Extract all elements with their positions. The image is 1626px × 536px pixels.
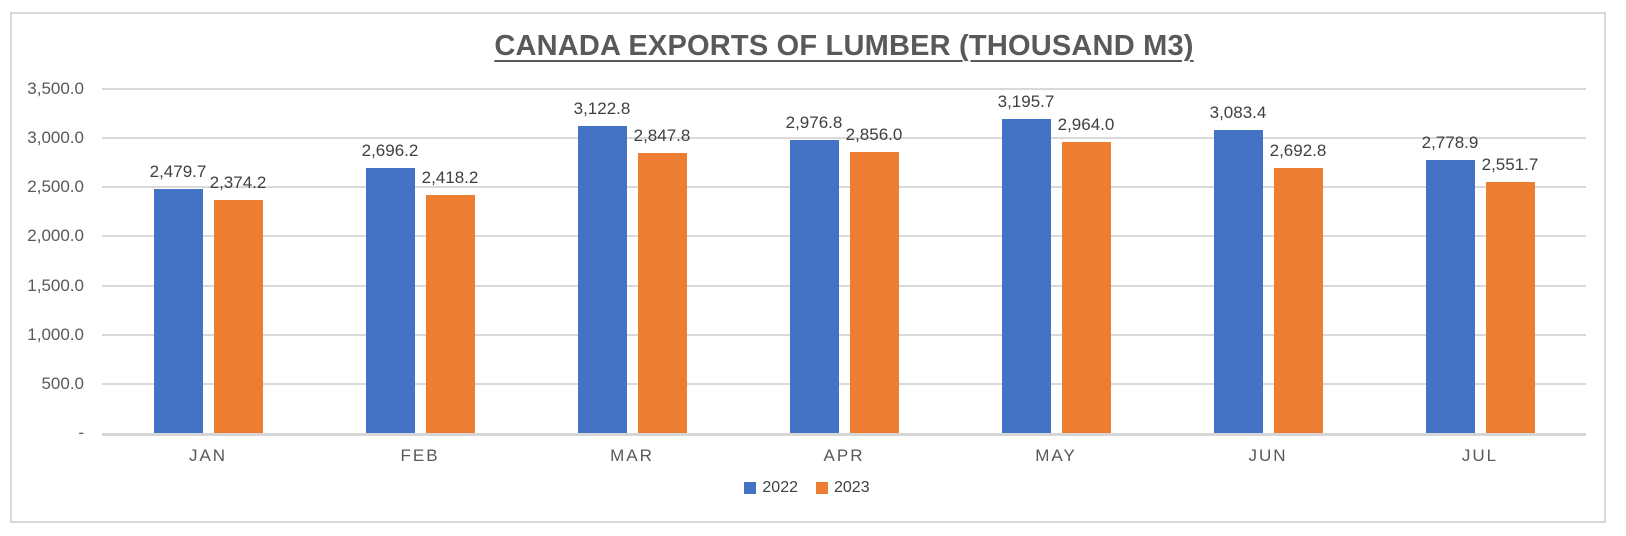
gridline — [102, 186, 1586, 189]
bar-2023-feb — [425, 195, 475, 433]
bar-2022-jan — [153, 189, 203, 433]
bar-2022-may — [1001, 118, 1051, 433]
legend-swatch-2022-icon — [744, 482, 757, 494]
value-label-2022-feb: 2,696.2 — [361, 141, 419, 160]
gridline — [102, 235, 1586, 238]
gridline — [102, 382, 1586, 385]
legend-swatch-2023-icon — [816, 482, 828, 494]
x-category-label-jan: JAN — [188, 446, 228, 465]
legend-item-2022: 2022 — [744, 479, 798, 497]
legend-label-2023: 2023 — [834, 479, 870, 496]
value-label-2022-mar: 3,122.8 — [573, 99, 631, 119]
value-label-2023-may: 2,964.0 — [1057, 114, 1115, 134]
x-axis-line — [102, 433, 1586, 436]
bar-2023-jan — [213, 199, 263, 433]
bar-2023-jul — [1485, 182, 1535, 433]
y-axis-tick-label: 1,000.0 — [27, 324, 84, 344]
bar-2023-mar — [637, 153, 687, 433]
bar-2023-may — [1061, 141, 1111, 433]
gridline — [102, 284, 1586, 287]
x-category-label-mar: MAR — [610, 446, 654, 465]
value-label-2022-apr: 2,976.8 — [785, 113, 843, 133]
x-category-label-jun: JUN — [1248, 446, 1288, 465]
gridline — [102, 333, 1586, 336]
gridline — [102, 137, 1586, 140]
value-label-2023-jan: 2,374.2 — [209, 172, 267, 192]
bar-2022-feb — [365, 168, 415, 433]
value-label-2023-jul: 2,551.7 — [1481, 155, 1539, 175]
value-label-2023-jun: 2,692.8 — [1269, 141, 1327, 161]
value-label-2022-jan: 2,479.7 — [149, 162, 207, 182]
x-category-label-may: MAY — [1035, 446, 1077, 465]
value-label-2022-may: 3,195.7 — [997, 91, 1055, 111]
bar-2022-jun — [1213, 129, 1263, 433]
x-category-label-jul: JUL — [1461, 446, 1499, 465]
x-category-label-feb: FEB — [400, 446, 440, 465]
value-label-2023-mar: 2,847.8 — [633, 126, 691, 146]
legend-item-2023: 2023 — [816, 479, 870, 497]
value-label-2023-feb: 2,418.2 — [421, 168, 479, 188]
y-axis-tick-label: 1,500.0 — [27, 275, 84, 295]
bar-2022-apr — [789, 140, 839, 433]
bar-2023-apr — [849, 152, 899, 433]
value-label-2022-jun: 3,083.4 — [1209, 102, 1267, 122]
y-axis-tick-label: 2,500.0 — [27, 177, 84, 197]
bar-2022-mar — [577, 126, 627, 433]
y-axis-tick-label: 500.0 — [41, 373, 84, 393]
legend-label-2022: 2022 — [762, 479, 798, 496]
bar-2022-jul — [1425, 159, 1475, 433]
y-axis-tick-label: - — [78, 423, 84, 442]
value-label-2023-apr: 2,856.0 — [845, 125, 903, 145]
y-axis-tick-label: 2,000.0 — [27, 226, 84, 246]
gridline — [102, 88, 1586, 90]
y-axis-tick-label: 3,000.0 — [27, 128, 84, 148]
value-label-2022-jul: 2,778.9 — [1421, 132, 1479, 152]
chart-title: CANADA EXPORTS OF LUMBER (THOUSAND M3) — [494, 30, 1194, 62]
x-category-label-apr: APR — [823, 446, 865, 465]
bar-2023-jun — [1273, 168, 1323, 433]
legend: 2022 2023 — [10, 479, 1604, 497]
y-axis-tick-label: 3,500.0 — [27, 79, 84, 98]
